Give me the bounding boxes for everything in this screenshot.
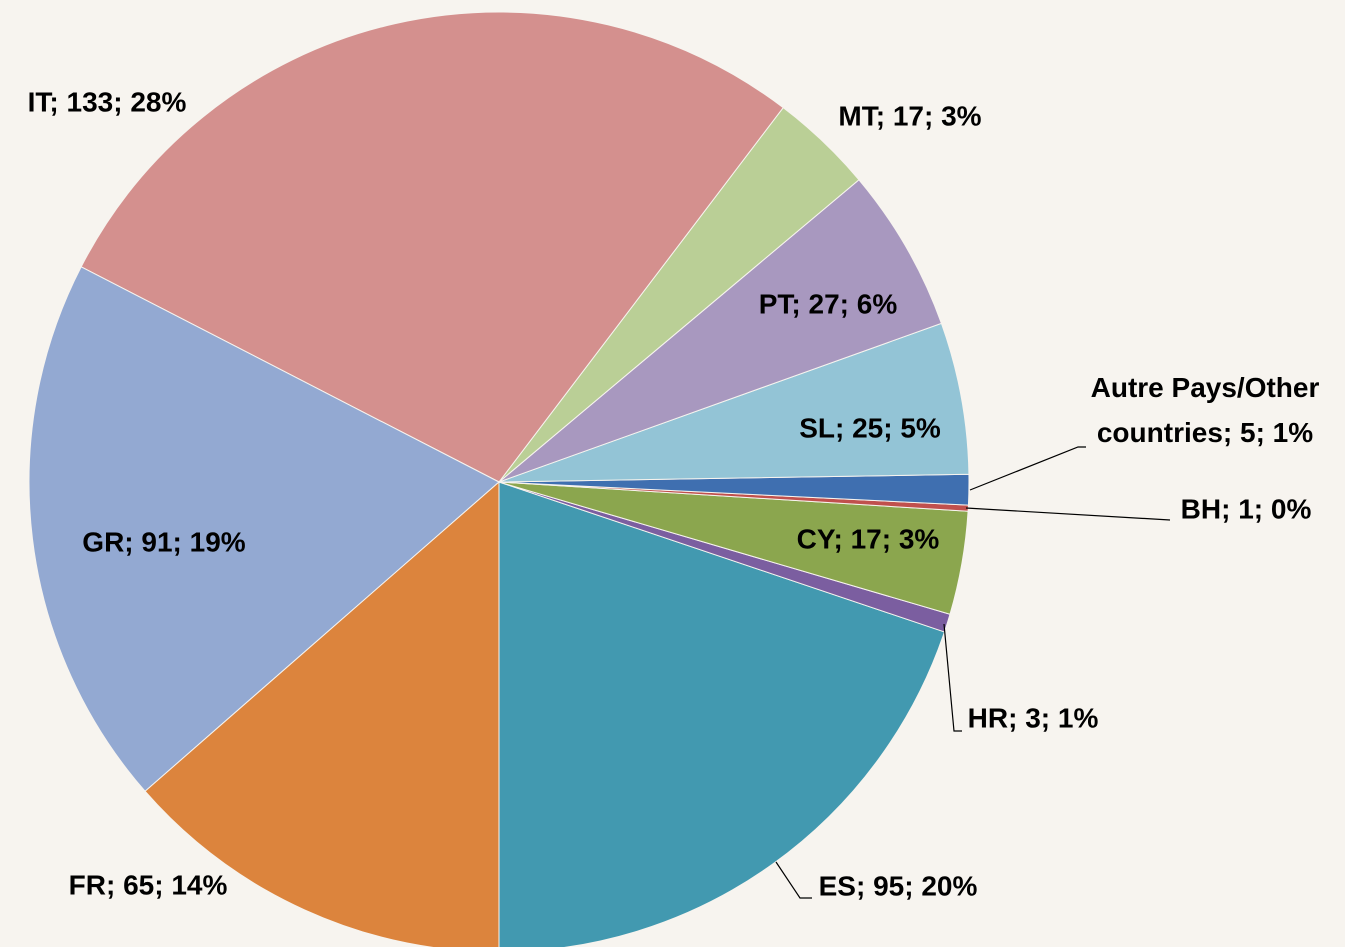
data-label: CY; 17; 3% <box>796 523 940 555</box>
data-label: FR; 65; 14% <box>68 869 228 901</box>
slice <box>498 322 970 483</box>
leader-line <box>969 446 1086 491</box>
slice <box>28 266 500 792</box>
slice <box>80 11 784 483</box>
data-label: SL; 25; 5% <box>799 412 941 444</box>
data-label: BH; 1; 0% <box>1180 493 1312 525</box>
data-label: ES; 95; 20% <box>818 870 978 902</box>
data-label: PT; 27; 6% <box>758 288 898 320</box>
data-label: Autre Pays/Other countries; 5; 1% <box>1090 372 1320 448</box>
data-label: GR; 91; 19% <box>82 526 246 558</box>
data-label: IT; 133; 28% <box>27 86 187 118</box>
leader-line <box>943 623 962 732</box>
slice <box>144 480 500 947</box>
slice <box>498 179 943 483</box>
leader-line <box>965 507 1171 521</box>
slice <box>498 481 946 947</box>
data-label: MT; 17; 3% <box>838 100 982 132</box>
data-label: HR; 3; 1% <box>967 702 1099 734</box>
leader-line <box>775 861 812 899</box>
